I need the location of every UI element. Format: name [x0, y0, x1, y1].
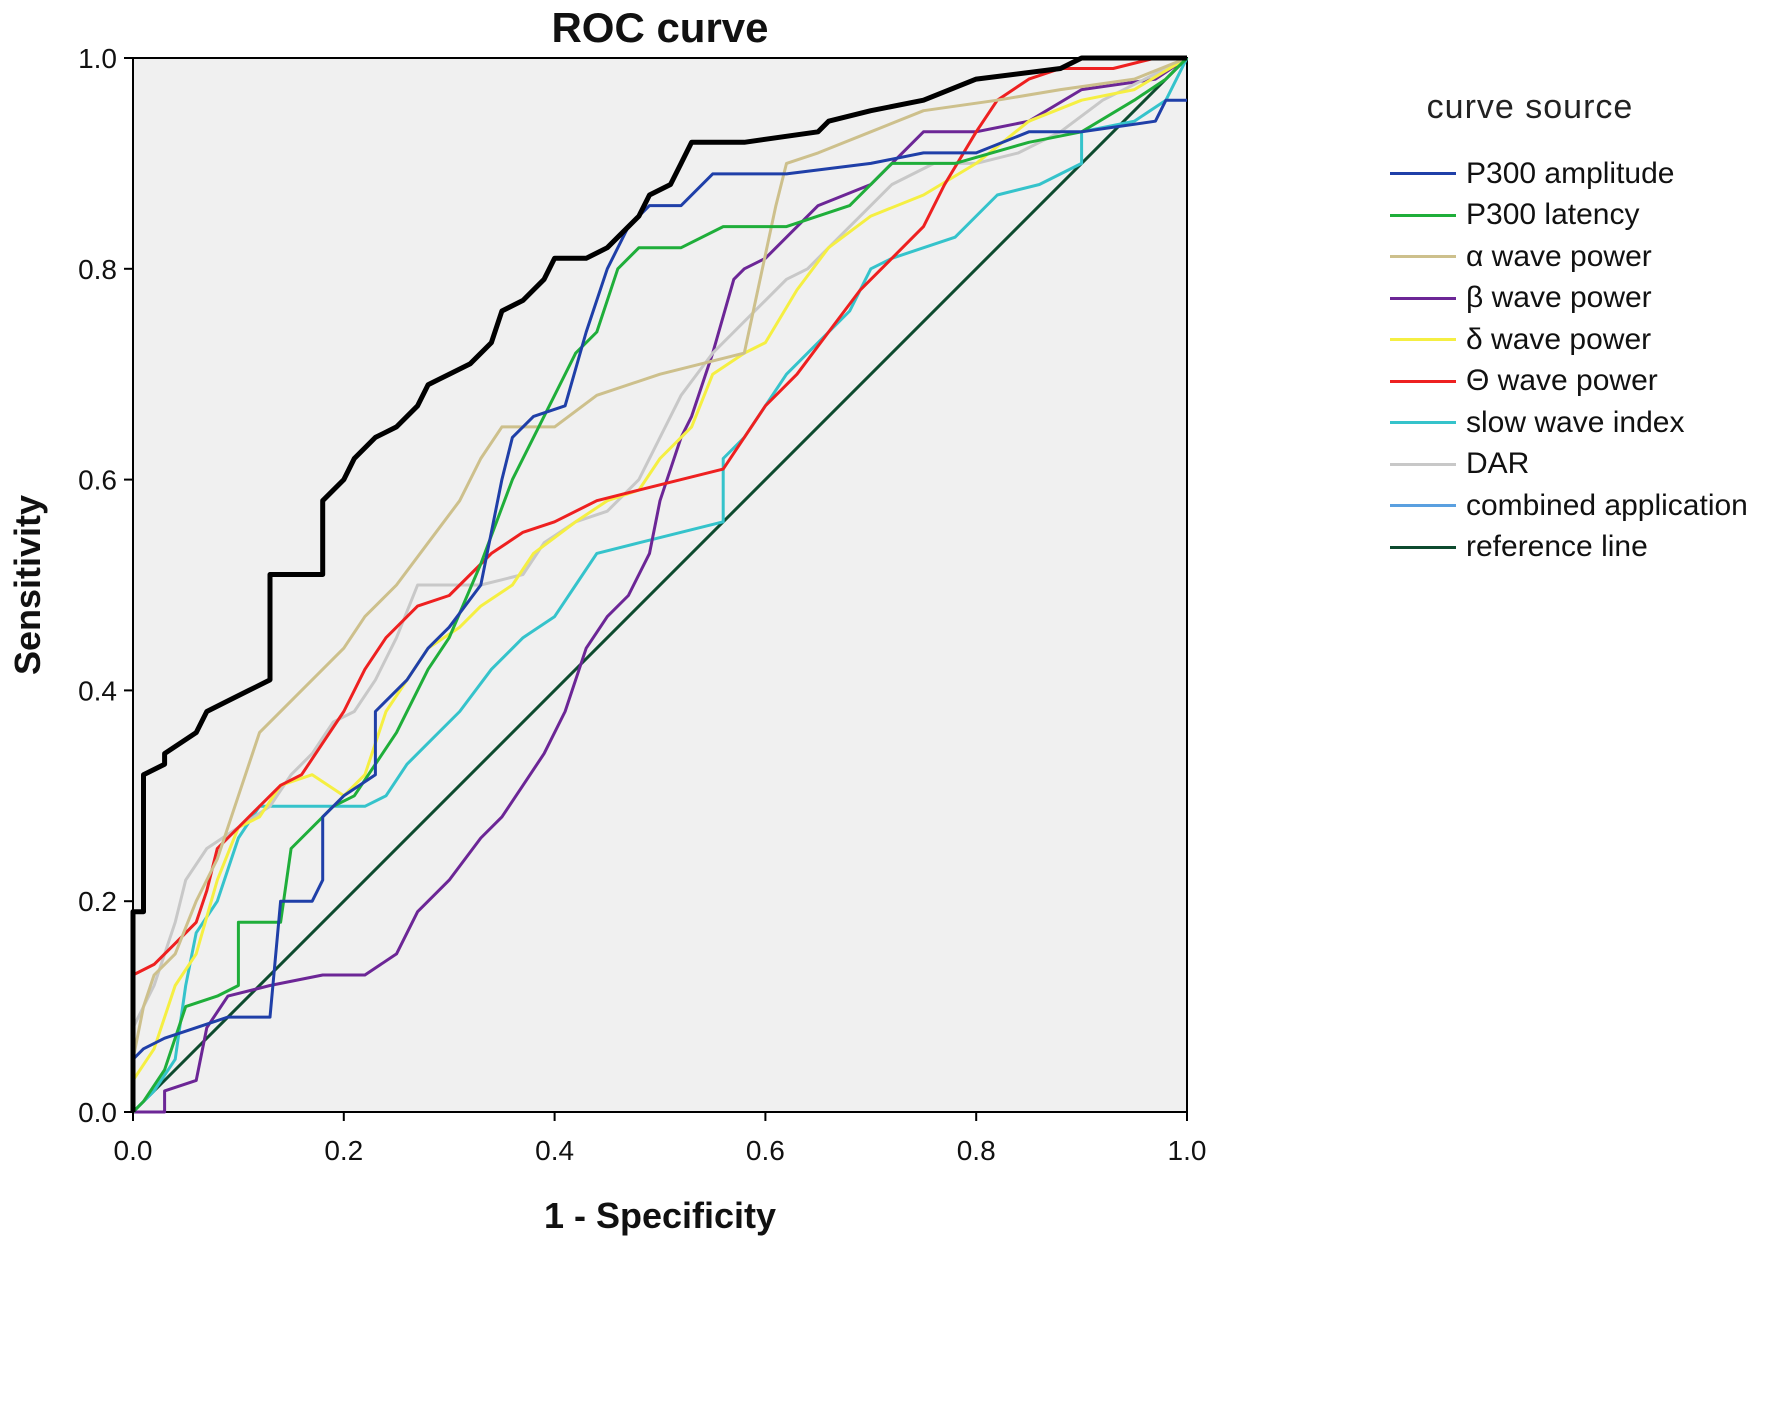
series-line-wave-power — [131, 56, 1188, 1112]
y-tick-label: 0.8 — [78, 254, 117, 285]
legend-swatch — [1390, 504, 1456, 508]
x-tick-label: 0.2 — [324, 1135, 363, 1166]
series-line-slow-wave-index — [131, 57, 1189, 1114]
tick-layer: 0.0 0.2 0.4 0.6 0.8 1.0 0.0 0.2 0.4 0.6 0.8 1.0 — [78, 43, 1206, 1166]
x-tick-label: 1.0 — [1168, 1135, 1207, 1166]
series-line-wave-power — [131, 56, 1187, 1112]
legend-item: DAR — [1390, 444, 1765, 486]
legend-item: slow wave index — [1390, 402, 1765, 444]
series-line-wave-power — [131, 56, 1188, 1112]
series-line-combined-application — [130, 55, 1187, 1112]
y-tick-label: 1.0 — [78, 43, 117, 74]
legend-label: reference line — [1466, 530, 1648, 564]
legend-label: δ wave power — [1466, 322, 1652, 356]
legend-label: slow wave index — [1466, 405, 1685, 439]
x-tick-label: 0.0 — [114, 1135, 153, 1166]
legend-item: P300 amplitude — [1390, 153, 1765, 195]
y-tick-label: 0.4 — [78, 675, 117, 706]
series-layer — [130, 55, 1189, 1114]
x-tick-label: 0.4 — [535, 1135, 574, 1166]
y-axis-label: Sensitivity — [7, 495, 48, 675]
legend-label: P300 latency — [1466, 198, 1640, 232]
legend-label: β wave power — [1466, 281, 1652, 315]
legend: curve source P300 amplitude P300 latency α… — [1390, 88, 1765, 568]
series-line-p300-amplitude — [131, 98, 1187, 1112]
series-line-p300-latency — [131, 56, 1189, 1114]
legend-label: P300 amplitude — [1466, 156, 1675, 190]
legend-item: Θ wave power — [1390, 361, 1765, 403]
legend-swatch — [1390, 379, 1456, 383]
y-tick-label: 0.0 — [78, 1097, 117, 1128]
legend-swatch — [1390, 213, 1456, 217]
legend-item: δ wave power — [1390, 319, 1765, 361]
legend-item: β wave power — [1390, 278, 1765, 320]
chart-title: ROC curve — [551, 4, 768, 51]
y-tick-label: 0.6 — [78, 465, 117, 496]
series-line-reference-line — [131, 56, 1189, 1114]
legend-swatch — [1390, 255, 1456, 259]
y-tick-label: 0.2 — [78, 886, 117, 917]
legend-label: DAR — [1466, 447, 1530, 481]
legend-item: combined application — [1390, 485, 1765, 527]
legend-swatch — [1390, 172, 1456, 176]
legend-label: α wave power — [1466, 239, 1652, 273]
legend-swatch — [1390, 421, 1456, 425]
legend-swatch — [1390, 338, 1456, 342]
legend-item: α wave power — [1390, 236, 1765, 278]
legend-label: Θ wave power — [1466, 364, 1658, 398]
x-tick-label: 0.6 — [746, 1135, 785, 1166]
x-tick-label: 0.8 — [957, 1135, 996, 1166]
x-axis-label: 1 - Specificity — [544, 1195, 776, 1236]
legend-swatch — [1390, 545, 1456, 549]
legend-item: P300 latency — [1390, 195, 1765, 237]
legend-swatch — [1390, 296, 1456, 300]
legend-label: combined application — [1466, 488, 1748, 522]
series-line-dar — [131, 56, 1188, 1112]
legend-items: P300 amplitude P300 latency α wave power β … — [1390, 153, 1765, 568]
legend-title: curve source — [1426, 88, 1634, 126]
legend-item: reference line — [1390, 527, 1765, 569]
legend-swatch — [1390, 462, 1456, 466]
